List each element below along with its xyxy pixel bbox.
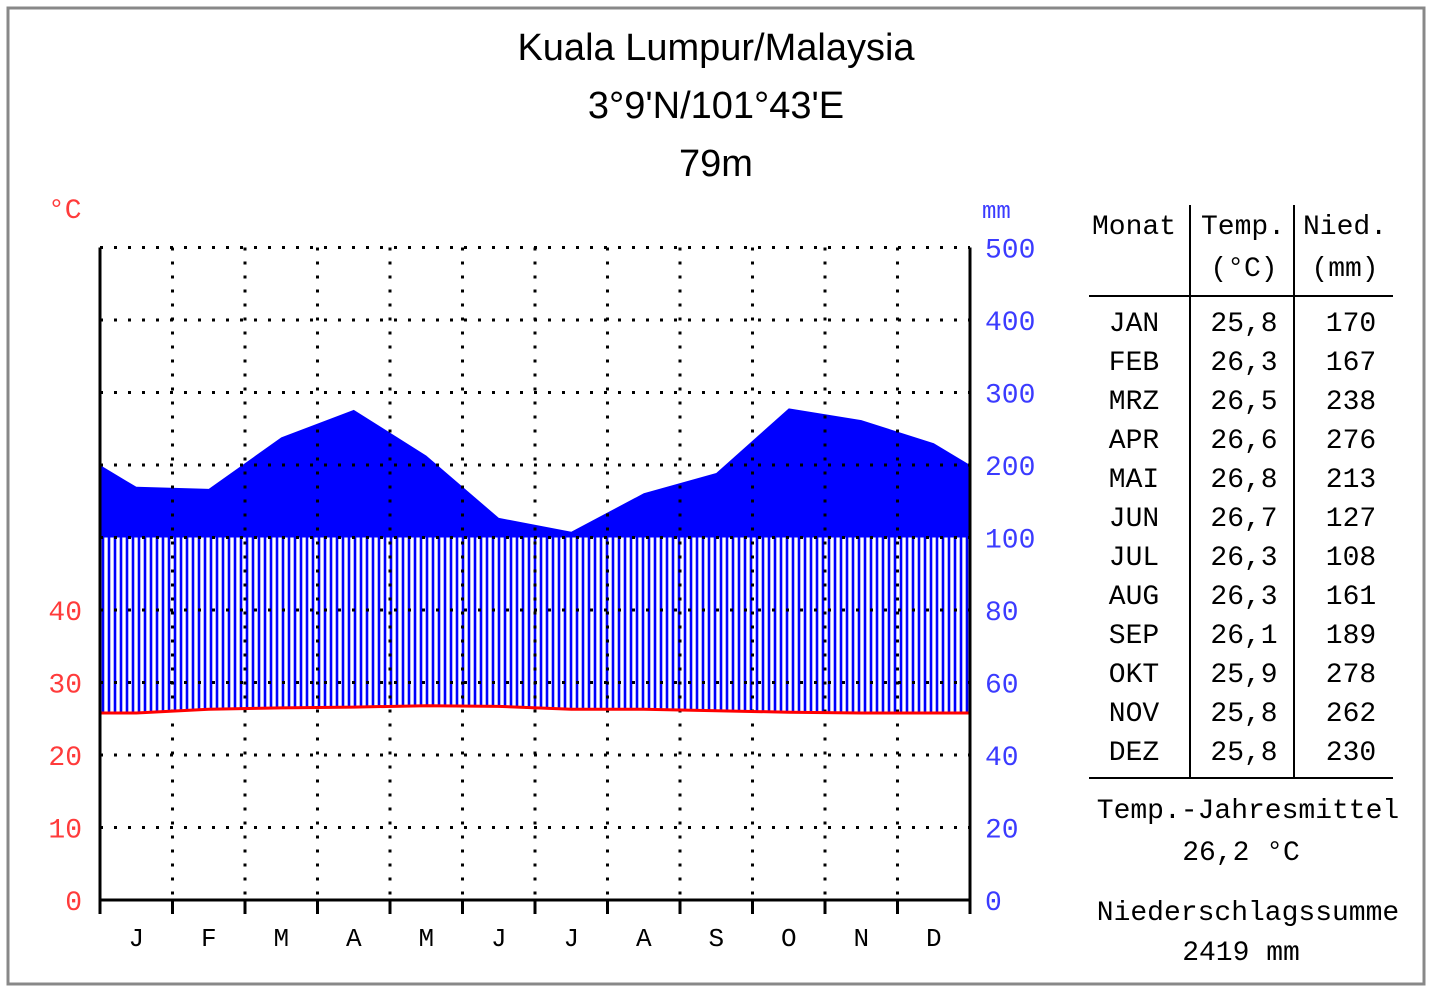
table-cell-temp: 26,5	[1210, 387, 1277, 418]
precipitation-area-fill	[100, 408, 970, 538]
table-cell-month: JUL	[1109, 543, 1159, 574]
temperature-curve	[100, 704, 970, 715]
table-cell-precip: 278	[1326, 660, 1376, 691]
climate-table: Monat Temp. (°C) Nied. (mm) JAN 25,8 170 FE…	[1089, 205, 1393, 779]
table-cell-month: JUN	[1109, 504, 1159, 535]
table-cell-precip: 213	[1326, 465, 1376, 496]
table-cell-temp: 25,9	[1210, 660, 1277, 691]
table-header-temp: Temp.	[1201, 212, 1285, 243]
month-label: F	[201, 924, 217, 954]
table-cell-temp: 26,1	[1210, 621, 1277, 652]
station-coordinates: 3°9'N/101°43'E	[588, 85, 844, 127]
annual-temp-label: Temp.-Jahresmittel	[1097, 796, 1399, 827]
precip-tick-label: 300	[985, 381, 1035, 412]
table-cell-precip: 167	[1326, 348, 1376, 379]
humid-season-hatching	[101, 537, 969, 713]
precip-tick-label: 40	[985, 743, 1019, 774]
table-cell-month: MAI	[1109, 465, 1159, 496]
table-cell-precip: 189	[1326, 621, 1376, 652]
table-cell-precip: 262	[1326, 699, 1376, 730]
table-cell-month: AUG	[1109, 582, 1159, 613]
table-cell-temp: 25,8	[1210, 699, 1277, 730]
table-header-temp-unit: (°C)	[1210, 254, 1277, 285]
temp-tick-label: 0	[65, 888, 82, 919]
precip-tick-label: 200	[985, 453, 1035, 484]
precip-tick-label: 80	[985, 598, 1019, 629]
table-cell-precip: 127	[1326, 504, 1376, 535]
table-header-precip: Nied.	[1303, 212, 1387, 243]
table-cell-month: OKT	[1109, 660, 1159, 691]
table-cell-temp: 26,3	[1210, 582, 1277, 613]
table-cell-precip: 230	[1326, 738, 1376, 769]
month-label: D	[926, 924, 942, 954]
table-cell-month: APR	[1109, 426, 1160, 457]
table-cell-month: NOV	[1109, 699, 1160, 730]
precipitation-axis-ticks: 0 20 40 60 80 100 200 300 400 500	[985, 236, 1035, 920]
table-cell-temp: 26,3	[1210, 543, 1277, 574]
temperature-line	[100, 704, 970, 715]
table-cell-temp: 25,8	[1210, 738, 1277, 769]
table-cell-precip: 170	[1326, 309, 1376, 340]
annual-precip-value: 2419 mm	[1182, 938, 1300, 969]
plot-grid	[100, 246, 970, 900]
precip-tick-label: 500	[985, 236, 1035, 267]
table-cell-precip: 161	[1326, 582, 1376, 613]
month-label: M	[418, 924, 434, 954]
month-label: M	[273, 924, 289, 954]
table-rows: JAN 25,8 170 FEB 26,3 167 MRZ 26,5 238 APR 26,6 276…	[1109, 309, 1376, 769]
temp-tick-label: 10	[48, 816, 82, 847]
precip-tick-label: 20	[985, 816, 1019, 847]
table-cell-precip: 108	[1326, 543, 1376, 574]
annual-temp-value: 26,2 °C	[1182, 838, 1300, 869]
month-label: O	[781, 924, 797, 954]
table-cell-temp: 26,6	[1210, 426, 1277, 457]
month-label: N	[853, 924, 869, 954]
precipitation-area	[100, 408, 970, 538]
month-label: J	[491, 924, 507, 954]
temp-unit-label: °C	[48, 196, 82, 227]
precip-unit-label: mm	[982, 199, 1011, 226]
month-label: A	[346, 924, 362, 954]
month-label: J	[128, 924, 144, 954]
precip-tick-label: 0	[985, 888, 1002, 919]
table-cell-temp: 26,7	[1210, 504, 1277, 535]
month-label: S	[708, 924, 724, 954]
table-cell-month: SEP	[1109, 621, 1159, 652]
table-cell-precip: 238	[1326, 387, 1376, 418]
temp-tick-label: 20	[48, 743, 82, 774]
table-cell-month: MRZ	[1109, 387, 1159, 418]
annual-precip-label: Niederschlagssumme	[1097, 898, 1399, 929]
table-header-month: Monat	[1092, 212, 1176, 243]
table-cell-month: JAN	[1109, 309, 1159, 340]
table-cell-precip: 276	[1326, 426, 1376, 457]
table-cell-temp: 25,8	[1210, 309, 1277, 340]
month-label: A	[636, 924, 652, 954]
table-cell-temp: 26,8	[1210, 465, 1277, 496]
temp-tick-label: 30	[48, 671, 82, 702]
table-cell-month: FEB	[1109, 348, 1159, 379]
station-title: Kuala Lumpur/Malaysia	[517, 27, 915, 69]
temp-tick-label: 40	[48, 598, 82, 629]
table-cell-temp: 26,3	[1210, 348, 1277, 379]
precip-tick-label: 100	[985, 526, 1035, 557]
table-header-precip-unit: (mm)	[1311, 254, 1378, 285]
precip-tick-label: 60	[985, 671, 1019, 702]
table-cell-month: DEZ	[1109, 738, 1159, 769]
temperature-axis-ticks: 0 10 20 30 40	[48, 598, 82, 919]
plot-axes	[98, 247, 972, 914]
month-label: J	[563, 924, 579, 954]
station-elevation: 79m	[679, 143, 753, 185]
precip-tick-label: 400	[985, 308, 1035, 339]
